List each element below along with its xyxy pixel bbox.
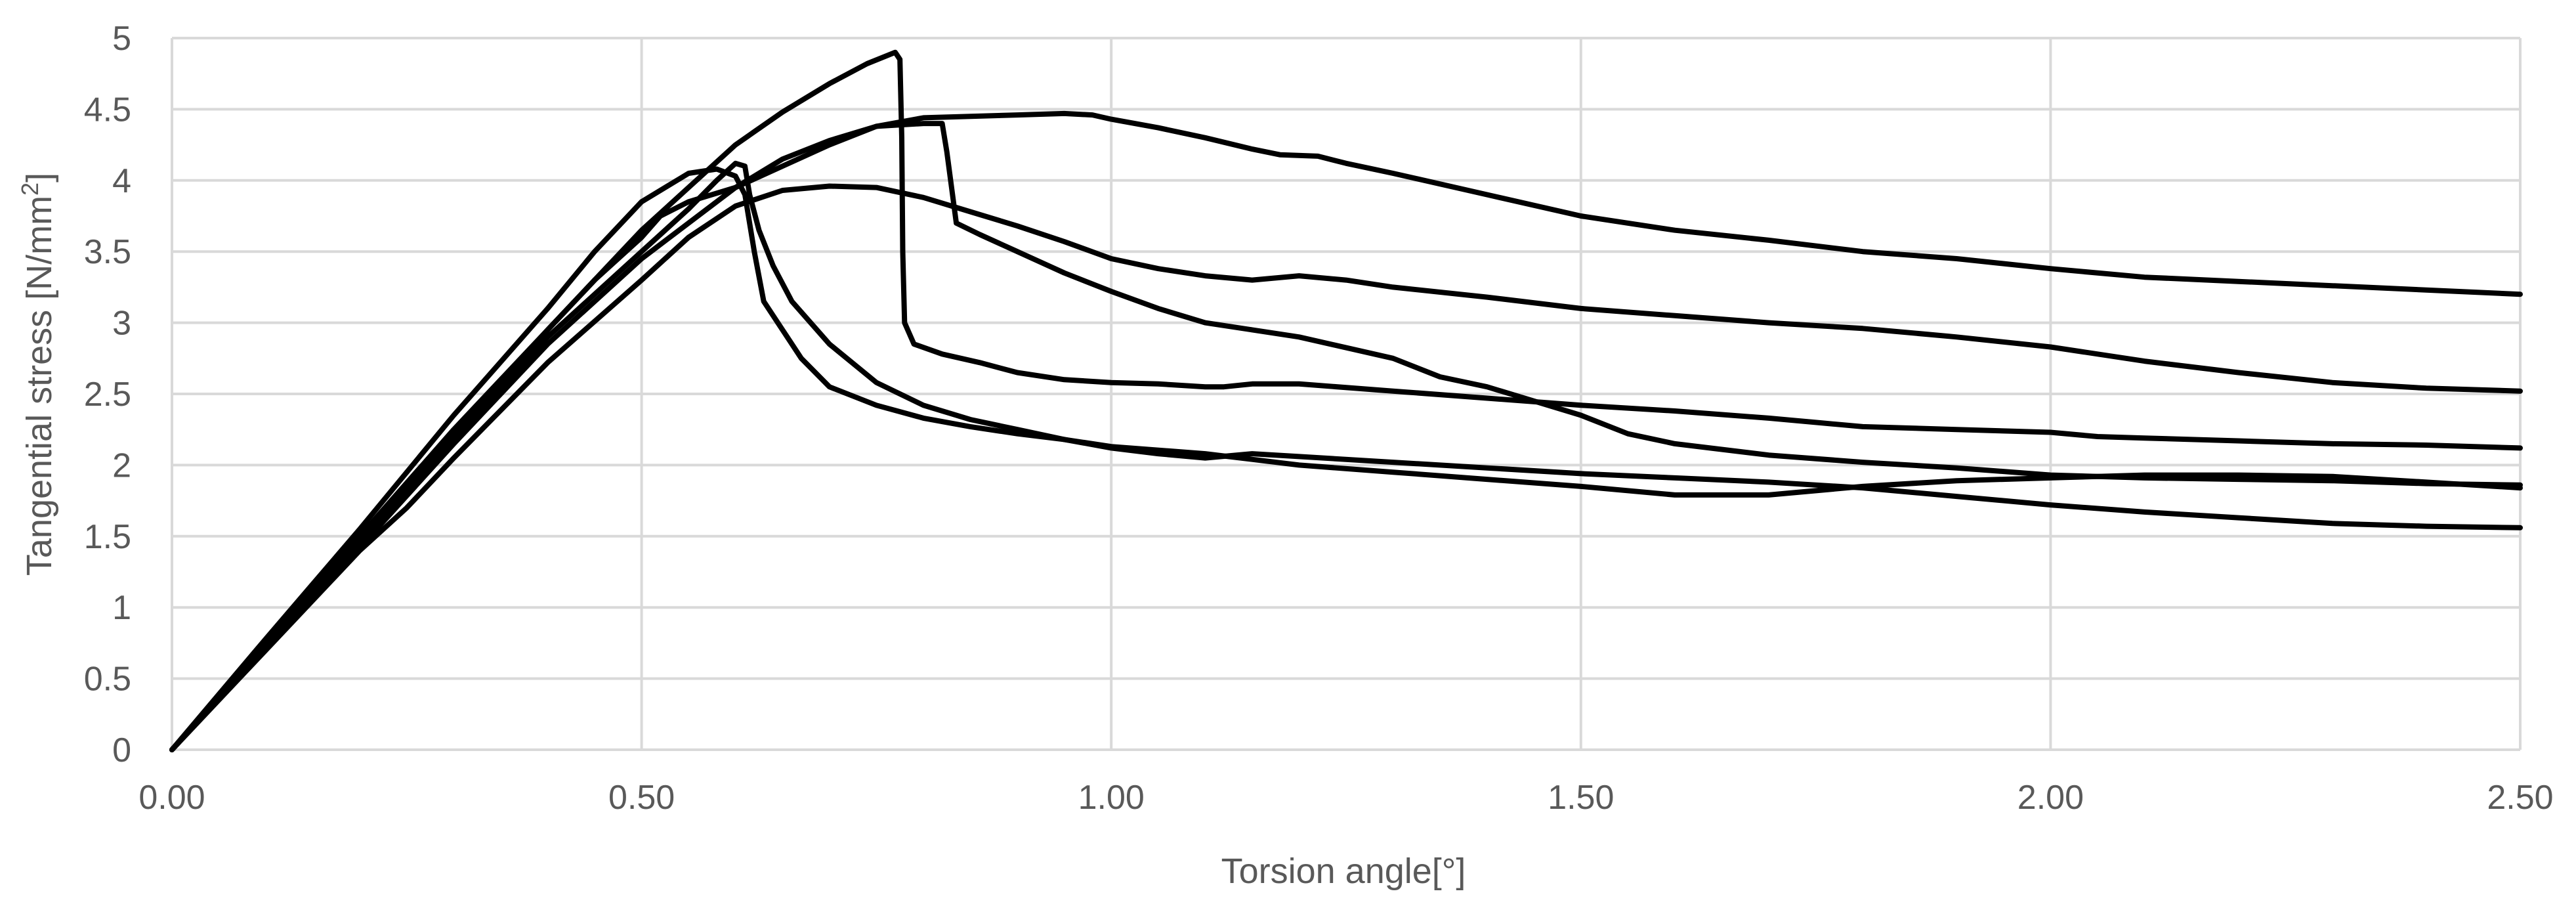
series-line-6 <box>169 160 2523 752</box>
y-tick-label: 1 <box>112 589 131 627</box>
x-axis-title: Torsion angle[°] <box>1221 852 1466 891</box>
y-tick-label: 4 <box>112 162 131 200</box>
y-tick-label: 5 <box>112 20 131 58</box>
grid-lines <box>171 37 2522 751</box>
series-line-5 <box>169 166 2523 752</box>
series-line-2 <box>169 110 2523 752</box>
y-tick-label: 2.5 <box>84 376 131 414</box>
tick-labels: 0 0.5 1 1.5 2 2.5 3 3.5 4 4.5 5 0.00 0.50 1.00 1.50 2.0… <box>84 20 2554 817</box>
series-line-1 <box>169 49 2523 752</box>
y-tick-label: 3 <box>112 305 131 343</box>
y-tick-label: 0.5 <box>84 660 131 699</box>
x-tick-label: 1.00 <box>1078 779 1145 817</box>
y-tick-label: 1.5 <box>84 518 131 556</box>
x-tick-label: 1.50 <box>1548 779 1614 817</box>
y-tick-label: 3.5 <box>84 233 131 271</box>
y-axis-title: Tangential stress [N/mm2] <box>16 173 59 576</box>
y-tick-label: 4.5 <box>84 91 131 129</box>
x-tick-label: 2.50 <box>2487 779 2553 817</box>
y-tick-label: 0 <box>112 731 131 769</box>
y-axis-title-superscript: 2 <box>16 183 43 196</box>
x-tick-label: 2.00 <box>2017 779 2084 817</box>
y-tick-label: 2 <box>112 446 131 485</box>
y-axis-title-main: Tangential stress [N/mm <box>20 196 59 576</box>
x-tick-label: 0.50 <box>608 779 675 817</box>
y-axis-title-close: ] <box>20 173 59 183</box>
x-tick-label: 0.00 <box>138 779 205 817</box>
series-line-3 <box>169 121 2523 752</box>
series-lines <box>169 49 2523 752</box>
series-line-4 <box>169 183 2523 752</box>
